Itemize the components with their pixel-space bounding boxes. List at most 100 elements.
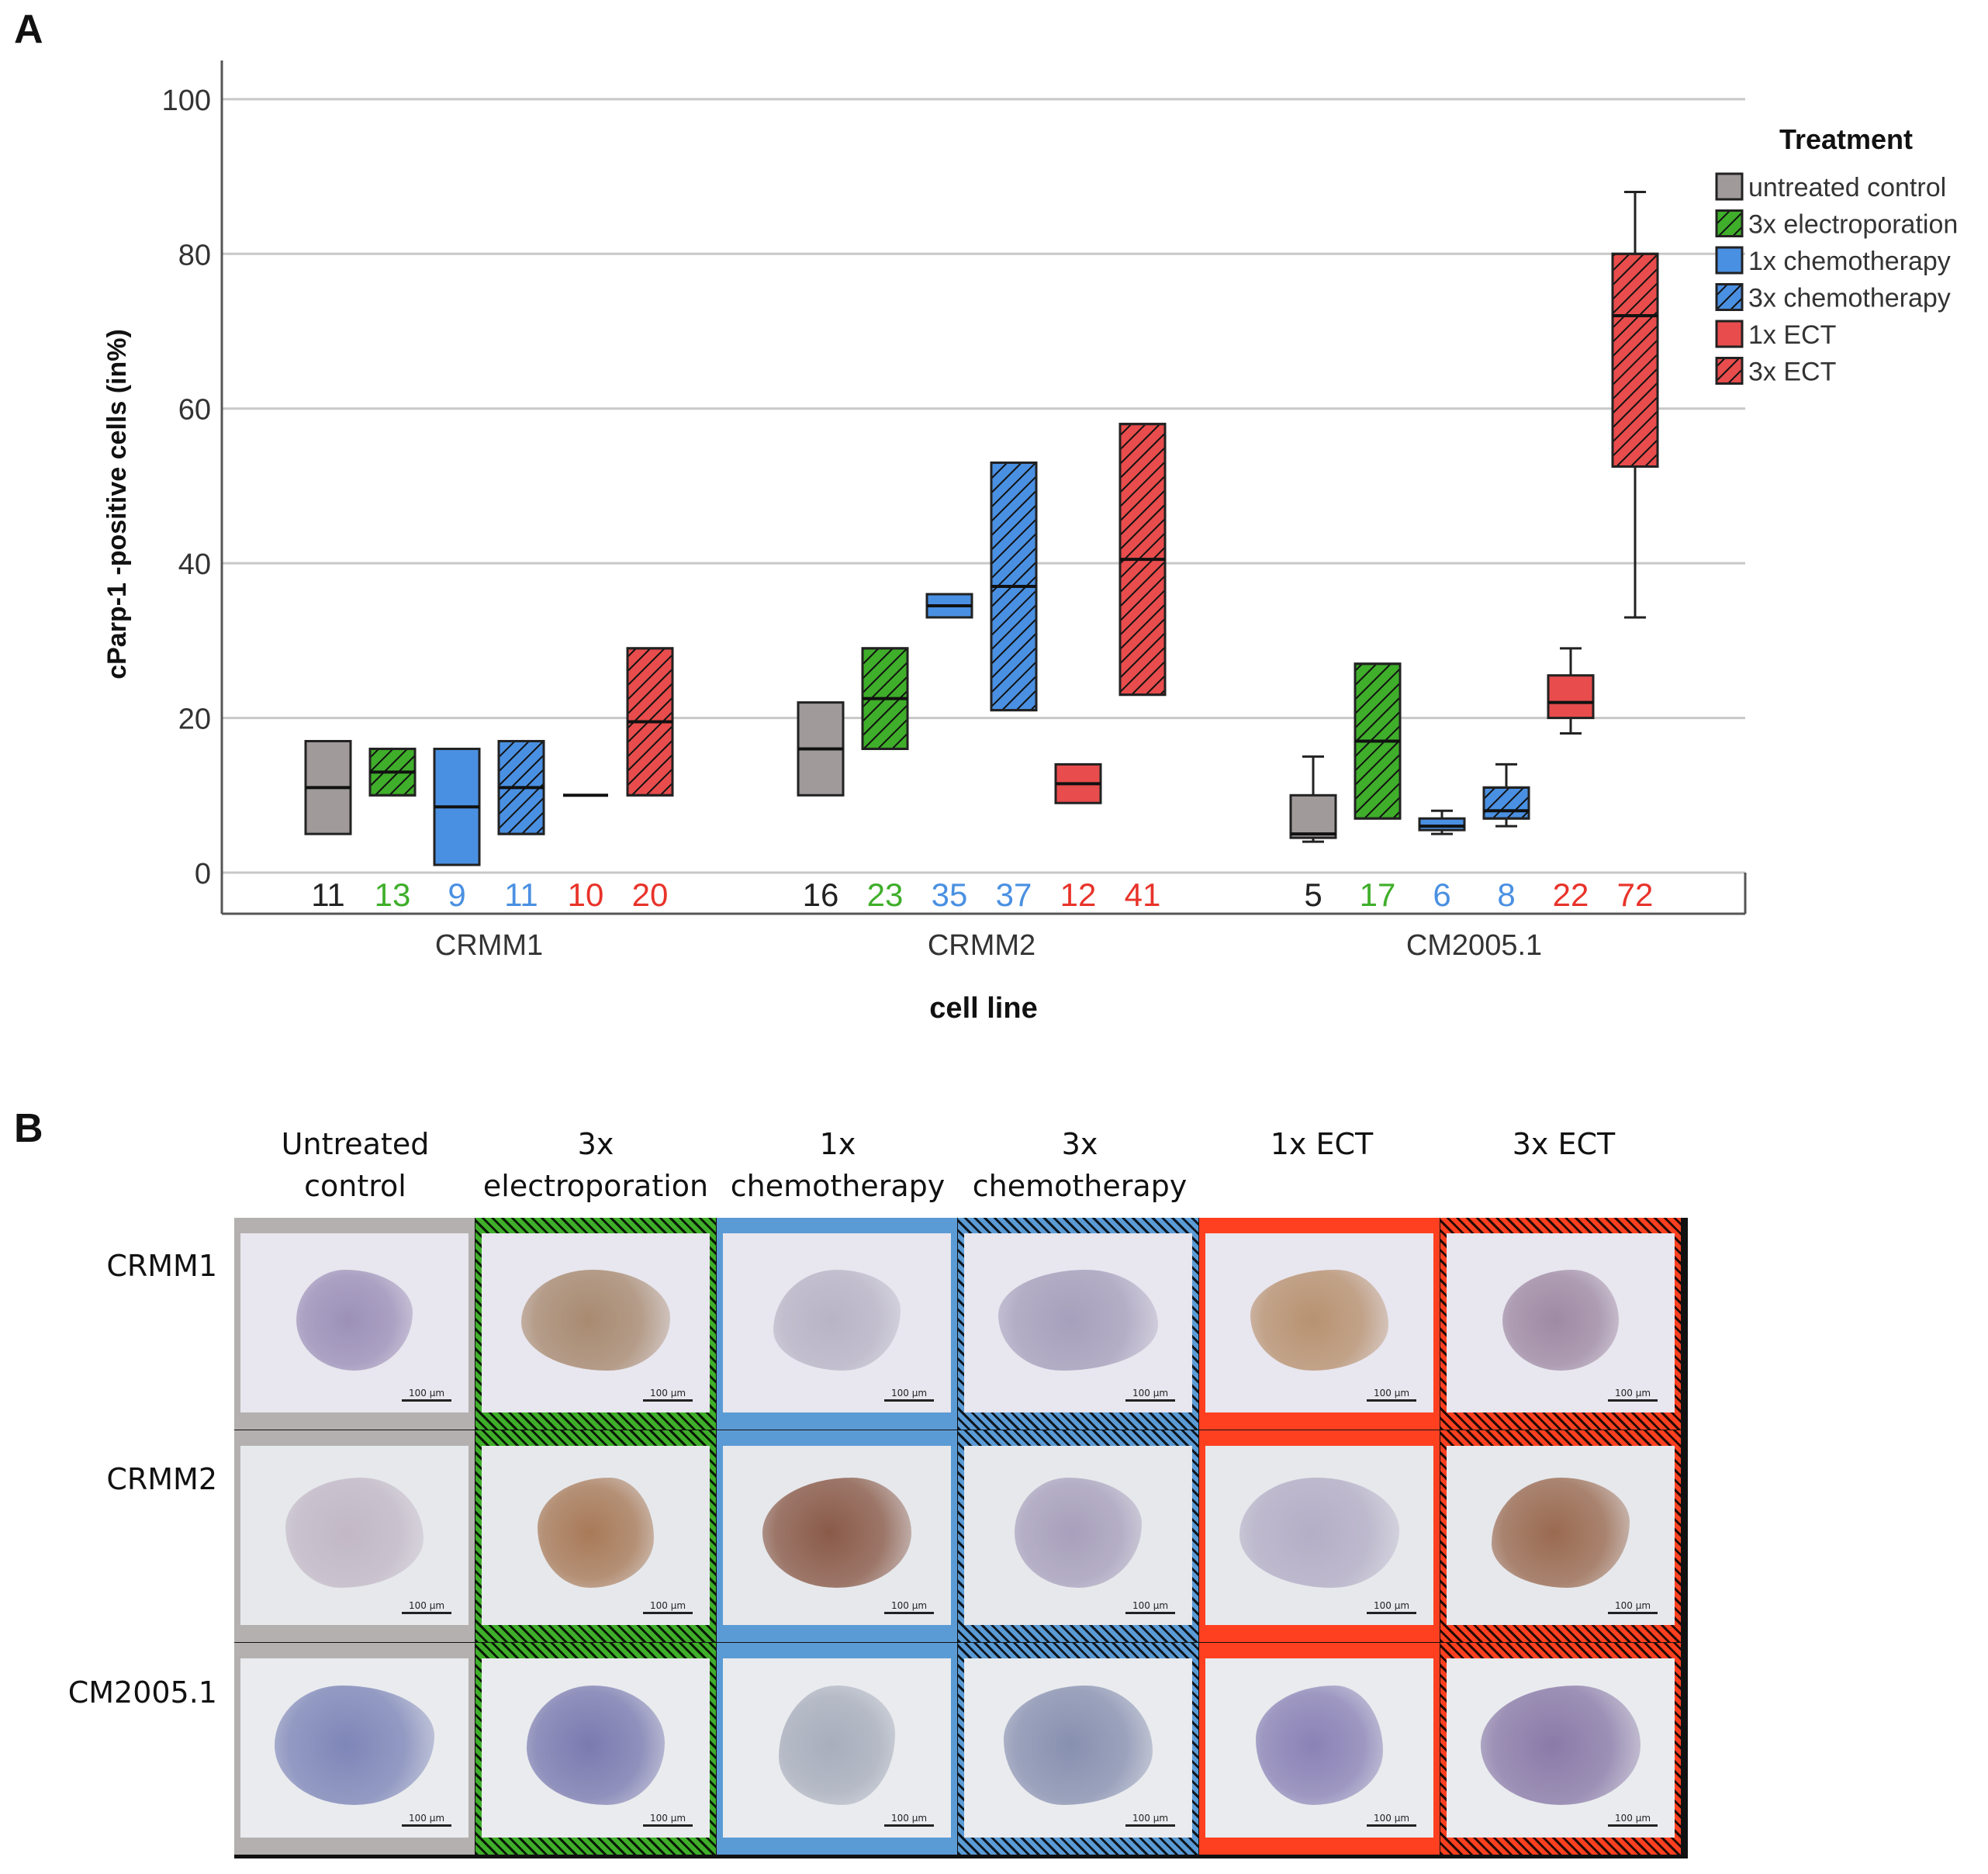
value-label: 12: [1060, 876, 1097, 913]
micrograph-cell: 100 µm: [1440, 1643, 1681, 1855]
box-CM2005.1-1x-chemotherapy: [1418, 809, 1466, 835]
micrograph-image: 100 µm: [482, 1233, 710, 1412]
row-label: CRMM1: [106, 1249, 217, 1283]
scale-bar: 100 µm: [884, 1813, 934, 1827]
legend-entry: 3x ECT: [1715, 357, 1836, 387]
legend-title: Treatment: [1779, 123, 1913, 155]
legend-swatch-hatch: [1715, 357, 1744, 385]
scale-bar: 100 µm: [1608, 1388, 1658, 1402]
box-hatch: [1611, 252, 1659, 468]
scale-bar-label: 100 µm: [1614, 1388, 1651, 1399]
scale-bar: 100 µm: [1125, 1600, 1175, 1614]
scale-bar-label: 100 µm: [1614, 1813, 1651, 1824]
micrograph-cell: 100 µm: [234, 1643, 475, 1855]
scale-bar-label: 100 µm: [1132, 1388, 1169, 1399]
x-category-labels: CRMM1 CRMM2 CM2005.1: [435, 929, 1542, 962]
spheroid: [538, 1478, 654, 1588]
micrograph-cell: 100 µm: [475, 1643, 716, 1855]
panel-a-label: A: [14, 7, 43, 52]
spheroid: [275, 1686, 434, 1805]
scale-bar: 100 µm: [1125, 1813, 1175, 1827]
scale-bar: 100 µm: [1608, 1813, 1658, 1827]
value-label: 35: [932, 876, 968, 913]
scale-bar-label: 100 µm: [1132, 1813, 1169, 1824]
column-header-line1: 3x: [1061, 1127, 1098, 1161]
scale-bar-line: [402, 1824, 451, 1827]
micrograph-image: 100 µm: [723, 1233, 951, 1412]
scale-bar-line: [643, 1824, 693, 1827]
scale-bar: 100 µm: [1367, 1813, 1416, 1827]
column-header-line1: Untreated: [281, 1127, 430, 1161]
spheroid: [1250, 1270, 1388, 1371]
spheroid: [285, 1478, 424, 1588]
scale-bar-line: [1125, 1399, 1175, 1402]
micrograph-image: 100 µm: [240, 1233, 468, 1412]
scale-bar: 100 µm: [643, 1600, 693, 1614]
scale-bar-label: 100 µm: [1373, 1388, 1410, 1399]
value-label: 9: [448, 876, 465, 913]
value-label: 13: [375, 876, 411, 913]
scale-bar: 100 µm: [402, 1388, 451, 1402]
scale-bar-line: [643, 1612, 693, 1614]
gridlines: [222, 98, 1745, 874]
spheroid: [296, 1270, 413, 1371]
spheroid: [521, 1270, 670, 1371]
column-header: Untreated control: [234, 1123, 476, 1207]
legend-entry: 3x chemotherapy: [1715, 283, 1951, 313]
box-CRMM1-1x-chemotherapy: [433, 747, 481, 866]
scale-bar-label: 100 µm: [1373, 1813, 1410, 1824]
spheroid: [1015, 1478, 1142, 1588]
value-label: 20: [632, 876, 669, 913]
spheroid: [998, 1270, 1158, 1371]
box-CRMM2-3x-electroporation: [861, 647, 909, 750]
value-label: 41: [1125, 876, 1161, 913]
column-header: 3x ECT: [1443, 1123, 1685, 1165]
y-tick-label-100: 100: [162, 85, 211, 117]
scale-bar-label: 100 µm: [649, 1388, 686, 1399]
scale-bar-label: 100 µm: [408, 1600, 445, 1611]
scale-bar-line: [1608, 1612, 1658, 1614]
scale-bar-line: [1125, 1612, 1175, 1614]
x-category-label: CRMM2: [928, 929, 1035, 962]
box-CM2005.1-3x-ECT: [1611, 191, 1659, 619]
column-header: 1x ECT: [1201, 1123, 1443, 1165]
box-CM2005.1-3x-chemotherapy: [1482, 762, 1530, 828]
value-label: 8: [1497, 876, 1515, 913]
micrograph-image: 100 µm: [240, 1446, 468, 1625]
micrograph-image: 100 µm: [1447, 1658, 1675, 1838]
box-iqr: [1289, 794, 1337, 839]
micrograph-image: 100 µm: [1205, 1658, 1433, 1838]
scale-bar-label: 100 µm: [1132, 1600, 1169, 1611]
column-header-line1: 1x ECT: [1270, 1127, 1374, 1161]
box-CRMM2-1x-ECT: [1054, 762, 1102, 804]
box-CRMM1-3x-chemotherapy: [497, 739, 545, 835]
legend-swatch-hatch: [1715, 209, 1744, 237]
value-label: 10: [568, 876, 604, 913]
x-category-label: CRMM1: [435, 929, 543, 962]
spheroid: [527, 1686, 665, 1805]
spheroid: [1492, 1478, 1630, 1588]
scale-bar-label: 100 µm: [890, 1388, 928, 1399]
scale-bar: 100 µm: [1608, 1600, 1658, 1614]
boxplot-chart: 0 20 40 60 80 100 11 13 9 11 10 20 16 23 35 37 12 41 5 17 6…: [102, 61, 1958, 1025]
scale-bar-label: 100 µm: [1614, 1600, 1651, 1611]
y-axis-title: cParp-1 -positive cells (in%): [102, 329, 132, 679]
scale-bar-line: [1367, 1399, 1416, 1402]
scale-bar-label: 100 µm: [1373, 1600, 1410, 1611]
box-iqr: [1547, 674, 1595, 720]
scale-bar-line: [1367, 1824, 1416, 1827]
scale-bar-label: 100 µm: [408, 1813, 445, 1824]
micrograph-cell: 100 µm: [1440, 1430, 1681, 1642]
box-CRMM2-1x-chemotherapy: [925, 593, 973, 619]
x-category-label: CM2005.1: [1406, 929, 1542, 962]
micrograph-cell: 100 µm: [958, 1643, 1198, 1855]
scale-bar-line: [884, 1612, 934, 1614]
value-label: 11: [504, 876, 538, 913]
scale-bar: 100 µm: [402, 1600, 451, 1614]
panel-b-label: B: [14, 1106, 43, 1151]
scale-bar-label: 100 µm: [649, 1600, 686, 1611]
scale-bar-line: [884, 1399, 934, 1402]
column-header-line2: chemotherapy: [730, 1169, 946, 1203]
spheroid: [1256, 1686, 1383, 1805]
legend-entry: 3x electroporation: [1715, 209, 1958, 240]
